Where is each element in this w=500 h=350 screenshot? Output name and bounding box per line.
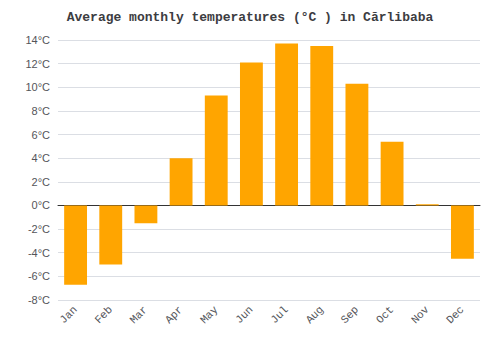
svg-text:-2°C: -2°C bbox=[28, 223, 50, 235]
svg-text:0°C: 0°C bbox=[32, 199, 51, 211]
svg-text:6°C: 6°C bbox=[32, 129, 51, 141]
svg-text:4°C: 4°C bbox=[32, 152, 51, 164]
svg-text:-4°C: -4°C bbox=[28, 247, 50, 259]
svg-text:2°C: 2°C bbox=[32, 176, 51, 188]
svg-text:Mar: Mar bbox=[128, 304, 150, 326]
svg-text:Oct: Oct bbox=[374, 304, 396, 326]
svg-text:Jul: Jul bbox=[268, 304, 290, 326]
svg-text:12°C: 12°C bbox=[25, 58, 50, 70]
svg-text:Aug: Aug bbox=[304, 304, 326, 326]
svg-text:8°C: 8°C bbox=[32, 105, 51, 117]
svg-text:Jun: Jun bbox=[233, 304, 255, 326]
svg-text:-8°C: -8°C bbox=[28, 294, 50, 306]
svg-text:Average monthly temperatures (: Average monthly temperatures (°C ) in Că… bbox=[67, 10, 434, 25]
svg-text:Dec: Dec bbox=[444, 304, 466, 326]
svg-text:May: May bbox=[198, 303, 221, 326]
svg-text:Sep: Sep bbox=[339, 304, 361, 326]
svg-text:Jan: Jan bbox=[57, 304, 79, 326]
svg-text:Apr: Apr bbox=[163, 304, 185, 326]
svg-text:14°C: 14°C bbox=[25, 34, 50, 46]
svg-text:Feb: Feb bbox=[93, 304, 115, 326]
svg-text:10°C: 10°C bbox=[25, 81, 50, 93]
svg-text:Nov: Nov bbox=[409, 303, 432, 326]
svg-text:-6°C: -6°C bbox=[28, 270, 50, 282]
